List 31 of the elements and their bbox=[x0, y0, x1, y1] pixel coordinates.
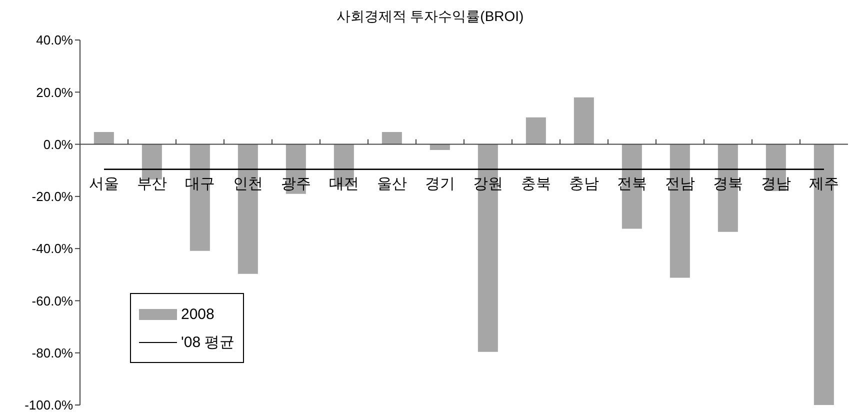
x-tick-label: 대구 bbox=[185, 175, 215, 192]
y-tick-label: -60.0% bbox=[32, 293, 74, 308]
x-tick-label: 부산 bbox=[137, 175, 167, 192]
y-tick-label: -100.0% bbox=[24, 398, 74, 413]
bar bbox=[526, 117, 546, 144]
legend-label: 2008 bbox=[180, 304, 216, 324]
x-tick-label: 서울 bbox=[89, 175, 119, 192]
y-tick-label: -80.0% bbox=[32, 345, 74, 360]
x-tick-label: 제주 bbox=[809, 175, 839, 192]
x-tick-label: 충북 bbox=[521, 175, 551, 192]
legend-label: '08 평균 bbox=[180, 332, 235, 352]
y-tick-label: -40.0% bbox=[32, 241, 74, 256]
x-tick-label: 전북 bbox=[617, 175, 647, 192]
x-tick-label: 대전 bbox=[329, 175, 359, 192]
x-tick-label: 전남 bbox=[665, 175, 695, 192]
x-tick-label: 인천 bbox=[233, 175, 263, 192]
bar bbox=[94, 132, 114, 144]
x-tick-label: 경북 bbox=[713, 175, 743, 192]
x-tick-label: 충남 bbox=[569, 175, 599, 192]
x-tick-label: 울산 bbox=[377, 175, 407, 192]
x-tick-label: 경남 bbox=[761, 175, 791, 192]
y-tick-label: 40.0% bbox=[36, 32, 74, 48]
y-tick-label: -20.0% bbox=[32, 189, 74, 204]
bar bbox=[574, 97, 594, 144]
bar bbox=[382, 132, 402, 144]
x-tick-label: 강원 bbox=[473, 175, 503, 192]
y-tick-label: 20.0% bbox=[36, 84, 74, 100]
y-tick-label: 0.0% bbox=[43, 136, 74, 152]
chart-title: 사회경제적 투자수익률(BROI) bbox=[335, 8, 525, 26]
x-tick-label: 경기 bbox=[425, 175, 455, 192]
x-tick-label: 광주 bbox=[281, 175, 311, 192]
